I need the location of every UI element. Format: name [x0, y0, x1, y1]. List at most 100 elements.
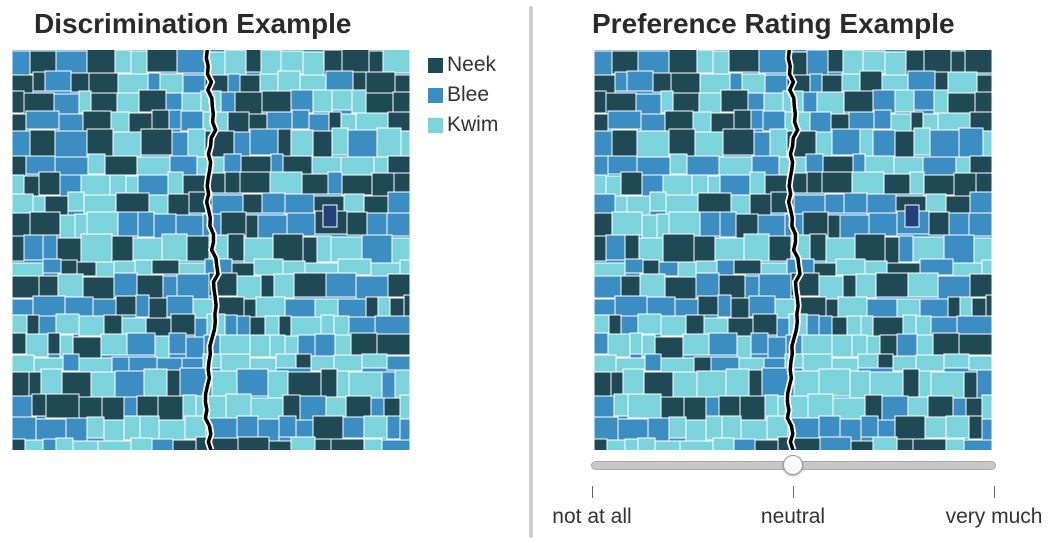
- discrimination-county: [261, 192, 286, 214]
- preference-county: [685, 419, 707, 444]
- preference-county: [934, 71, 949, 93]
- preference-county: [652, 72, 672, 93]
- discrimination-county: [284, 193, 315, 215]
- discrimination-county: [185, 336, 205, 360]
- preference-county: [644, 353, 662, 372]
- discrimination-county: [275, 353, 297, 369]
- preference-county: [827, 50, 844, 73]
- preference-county: [963, 439, 992, 450]
- preference-county: [929, 129, 960, 159]
- discrimination-county: [86, 416, 105, 439]
- preference-county: [918, 370, 932, 398]
- preference-county: [594, 174, 607, 196]
- preference-county: [950, 50, 966, 76]
- preference-map[interactable]: [594, 50, 992, 450]
- preference-county: [614, 71, 628, 92]
- discrimination-county: [97, 440, 132, 450]
- discrimination-county: [32, 71, 46, 92]
- discrimination-county: [12, 275, 40, 299]
- discrimination-county: [112, 131, 142, 161]
- discrimination-county: [393, 172, 410, 195]
- discrimination-county: [90, 371, 116, 401]
- discrimination-county: [12, 371, 30, 399]
- preference-county: [758, 50, 788, 74]
- preference-county: [639, 273, 666, 298]
- discrimination-county: [368, 50, 384, 76]
- discrimination-county: [327, 171, 343, 195]
- discrimination-county: [45, 393, 80, 419]
- discrimination-county: [154, 335, 170, 361]
- discrimination-county: [239, 171, 271, 194]
- discrimination-county: [42, 438, 57, 450]
- preference-county: [916, 334, 934, 358]
- preference-county: [660, 90, 674, 114]
- preference-county: [866, 193, 897, 215]
- legend-swatch-kwim: [428, 117, 443, 133]
- preference-county: [846, 315, 862, 338]
- preference-county: [654, 440, 681, 450]
- preference-county: [594, 90, 607, 114]
- discrimination-county: [101, 396, 125, 422]
- preference-county: [752, 313, 778, 336]
- discrimination-county: [346, 211, 368, 236]
- preference-county: [913, 89, 935, 111]
- discrimination-county: [151, 438, 174, 450]
- discrimination-county: [148, 297, 168, 319]
- discrimination-county: [139, 415, 160, 441]
- preference-county: [754, 439, 779, 450]
- preference-county: [662, 233, 695, 263]
- preference-county: [699, 211, 721, 237]
- discrimination-county: [12, 212, 31, 237]
- discrimination-county: [117, 211, 139, 237]
- discrimination-county: [290, 129, 314, 157]
- discrimination-county: [12, 235, 25, 262]
- discrimination-county: [291, 109, 310, 130]
- discrimination-county: [12, 354, 35, 373]
- discrimination-map[interactable]: [12, 50, 410, 450]
- preference-county: [730, 297, 750, 319]
- preference-county: [641, 214, 658, 239]
- preference-county: [799, 296, 827, 317]
- preference-county: [943, 353, 970, 369]
- discrimination-county: [312, 415, 344, 441]
- discrimination-county: [386, 355, 410, 371]
- discrimination-county: [245, 214, 259, 241]
- preference-county: [594, 438, 608, 450]
- discrimination-county: [70, 72, 90, 93]
- discrimination-county: [268, 440, 292, 450]
- discrimination-county: [80, 233, 113, 263]
- discrimination-county: [242, 193, 263, 214]
- preference-county: [945, 415, 970, 439]
- discrimination-county: [176, 273, 210, 300]
- discrimination-county: [352, 71, 367, 93]
- preference-county: [739, 395, 766, 421]
- preference-county: [668, 416, 687, 439]
- preference-slider-thumb[interactable]: [783, 455, 803, 475]
- discrimination-county: [227, 111, 250, 133]
- discrimination-county: [333, 354, 363, 372]
- slider-tick-max: [994, 486, 995, 498]
- discrimination-county: [135, 294, 150, 318]
- preference-county: [877, 353, 894, 369]
- preference-county: [594, 354, 617, 373]
- preference-county: [693, 356, 712, 373]
- discrimination-county: [342, 416, 365, 439]
- discrimination-county: [386, 415, 401, 440]
- preference-county: [750, 109, 764, 130]
- preference-county: [875, 272, 909, 298]
- discrimination-county: [176, 50, 206, 74]
- discrimination-county: [114, 370, 145, 398]
- preference-county: [637, 437, 656, 450]
- discrimination-county: [341, 174, 373, 196]
- discrimination-county: [140, 128, 173, 156]
- slider-label-min: not at all: [552, 505, 632, 528]
- preference-county: [868, 212, 898, 237]
- preference-county: [912, 438, 947, 450]
- preference-county: [608, 314, 622, 336]
- discrimination-county: [302, 51, 325, 79]
- discrimination-state-border: [203, 50, 220, 450]
- discrimination-county: [361, 353, 388, 369]
- discrimination-county: [261, 90, 292, 113]
- preference-county: [640, 113, 666, 134]
- discrimination-county: [109, 174, 127, 196]
